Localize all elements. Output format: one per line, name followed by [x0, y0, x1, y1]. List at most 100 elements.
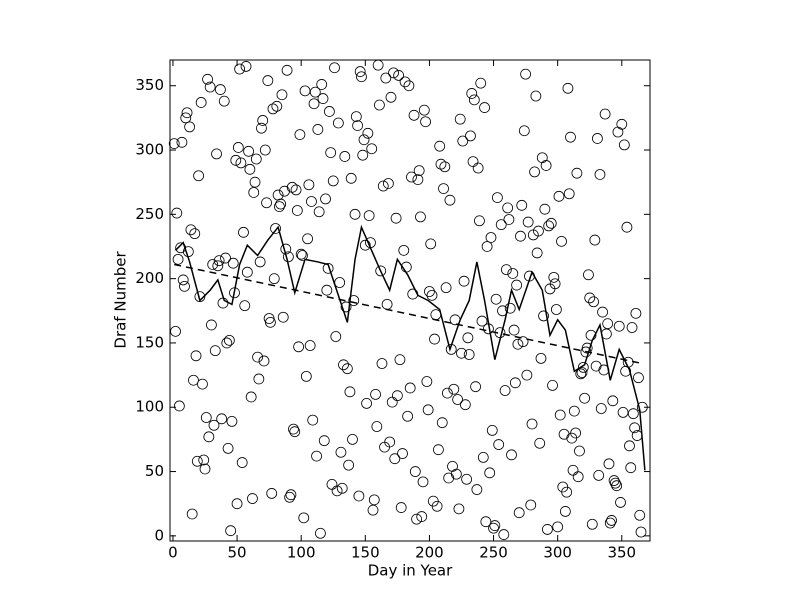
data-point	[627, 408, 639, 420]
data-point	[267, 103, 279, 115]
data-point	[206, 319, 217, 331]
data-point	[289, 426, 301, 438]
data-point	[234, 63, 246, 75]
data-point	[330, 331, 342, 342]
data-point	[384, 436, 396, 448]
data-point	[611, 480, 623, 492]
data-point	[203, 431, 215, 443]
data-point	[177, 274, 189, 286]
data-point	[198, 454, 210, 466]
data-point	[434, 140, 446, 152]
data-point	[226, 415, 238, 427]
data-point	[312, 124, 324, 135]
data-point	[248, 187, 260, 198]
data-point	[548, 271, 560, 283]
data-point	[553, 190, 565, 202]
data-point	[581, 342, 593, 354]
data-point	[493, 439, 505, 450]
data-point	[395, 502, 407, 513]
data-point	[486, 424, 498, 436]
data-point	[185, 224, 197, 236]
data-point	[300, 370, 312, 382]
data-point	[388, 67, 399, 79]
data-point	[306, 196, 317, 207]
data-point	[243, 145, 255, 157]
data-point	[366, 143, 378, 155]
data-point	[261, 197, 272, 209]
data-point	[188, 374, 199, 386]
data-point	[281, 64, 293, 76]
data-point	[204, 81, 216, 93]
data-point	[408, 109, 420, 121]
data-point	[335, 446, 347, 458]
x-tick-label: 100	[287, 544, 316, 562]
data-point	[191, 455, 203, 467]
plot-frame	[169, 59, 651, 542]
data-point	[340, 301, 352, 313]
data-point	[604, 517, 616, 529]
data-point	[402, 410, 414, 422]
data-point	[227, 257, 239, 269]
data-point	[194, 291, 206, 303]
data-point	[406, 171, 417, 183]
data-point	[420, 116, 431, 128]
data-point	[426, 289, 438, 301]
data-point	[531, 247, 543, 259]
data-point	[214, 84, 226, 95]
data-point	[465, 130, 476, 142]
data-point	[238, 226, 249, 238]
data-point	[589, 234, 601, 246]
data-point	[429, 333, 440, 345]
data-point	[240, 61, 252, 72]
data-point	[421, 376, 433, 387]
data-point	[286, 181, 298, 193]
data-point	[276, 89, 288, 101]
data-point	[336, 482, 348, 494]
data-point	[349, 208, 361, 220]
data-point	[561, 486, 573, 498]
data-point	[308, 98, 320, 110]
data-point	[444, 194, 456, 206]
smooth-line	[174, 224, 646, 471]
data-point	[271, 100, 283, 112]
x-tick-label: 50	[228, 544, 247, 562]
data-point	[225, 525, 237, 537]
data-point	[630, 307, 642, 319]
data-point	[199, 463, 211, 475]
data-point	[339, 151, 351, 162]
data-point	[533, 225, 544, 237]
data-point	[512, 338, 524, 350]
data-point	[223, 334, 235, 346]
x-tick-label: 200	[415, 544, 444, 562]
data-point	[415, 211, 426, 223]
data-point	[190, 350, 202, 362]
data-point	[356, 71, 367, 83]
data-point	[218, 95, 230, 107]
data-point	[239, 300, 251, 312]
data-point	[321, 284, 333, 296]
data-point	[168, 138, 180, 149]
data-point	[170, 325, 181, 337]
data-point	[253, 373, 265, 385]
data-point	[485, 232, 497, 243]
data-point	[489, 520, 501, 531]
y-tick-label: 0	[154, 526, 164, 544]
data-point	[256, 122, 267, 134]
data-point	[550, 304, 562, 315]
data-point	[422, 404, 434, 416]
data-point	[391, 390, 403, 402]
data-point	[579, 392, 590, 404]
data-point	[411, 513, 423, 525]
data-point	[208, 419, 220, 431]
data-point	[476, 315, 488, 327]
data-point	[468, 94, 480, 106]
data-point	[250, 153, 262, 165]
data-point	[576, 367, 588, 378]
data-point	[220, 252, 231, 264]
data-point	[382, 178, 394, 189]
data-point	[461, 473, 473, 485]
data-point	[409, 466, 421, 477]
data-point	[462, 332, 474, 344]
data-point	[341, 363, 353, 375]
data-point	[277, 311, 289, 323]
